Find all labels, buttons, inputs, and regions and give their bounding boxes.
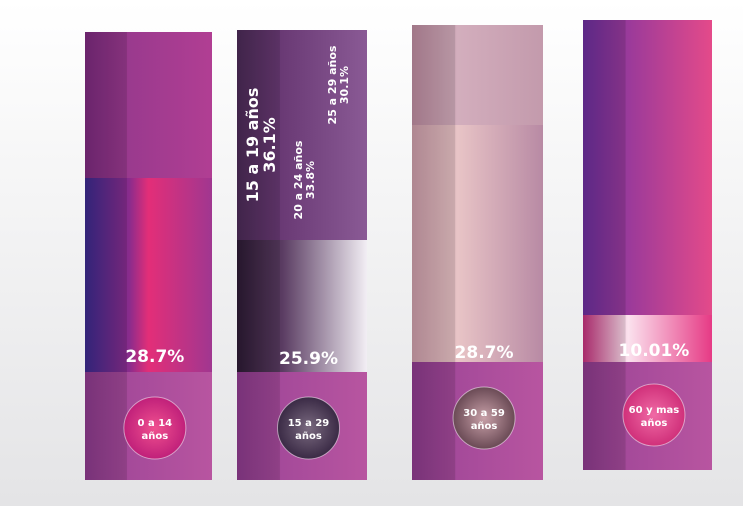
column-top xyxy=(412,25,543,125)
column-label: 15 a 29 años xyxy=(288,418,330,442)
breakdown-label: 25 a 29 años xyxy=(326,45,339,124)
label-circle xyxy=(277,396,340,460)
label-circle xyxy=(123,396,187,460)
column-value: 28.7% xyxy=(455,343,514,363)
column-value: 25.9% xyxy=(279,349,338,369)
column-shade xyxy=(237,30,280,480)
breakdown-value: 36.1% xyxy=(260,117,279,173)
column-top xyxy=(85,32,212,178)
column-middle xyxy=(85,178,212,372)
column-top xyxy=(583,20,712,315)
column-shade xyxy=(583,20,626,470)
column-middle xyxy=(583,315,712,362)
breakdown-value: 30.1% xyxy=(338,66,351,104)
column-shade xyxy=(85,32,127,480)
column-middle xyxy=(237,240,367,372)
column-label: 30 a 59 años xyxy=(463,408,505,432)
column-top xyxy=(237,30,367,240)
column-value: 10.01% xyxy=(619,341,690,361)
column-middle xyxy=(412,125,543,362)
breakdown-value: 33.8% xyxy=(304,161,317,199)
label-circle xyxy=(622,383,686,447)
label-circle xyxy=(452,386,516,450)
columns: 28.7% 0 a 14 años 25.9% 15 a 29 años 28.7% 30 a… xyxy=(85,20,712,480)
column-label: 0 a 14 años xyxy=(138,418,173,442)
column-value: 28.7% xyxy=(125,347,184,367)
breakdown-label: 20 a 24 años xyxy=(292,140,305,219)
column-label: 60 y mas años xyxy=(629,405,680,429)
column-shade xyxy=(412,25,456,480)
breakdown-label: 15 a 19 años xyxy=(243,88,262,203)
